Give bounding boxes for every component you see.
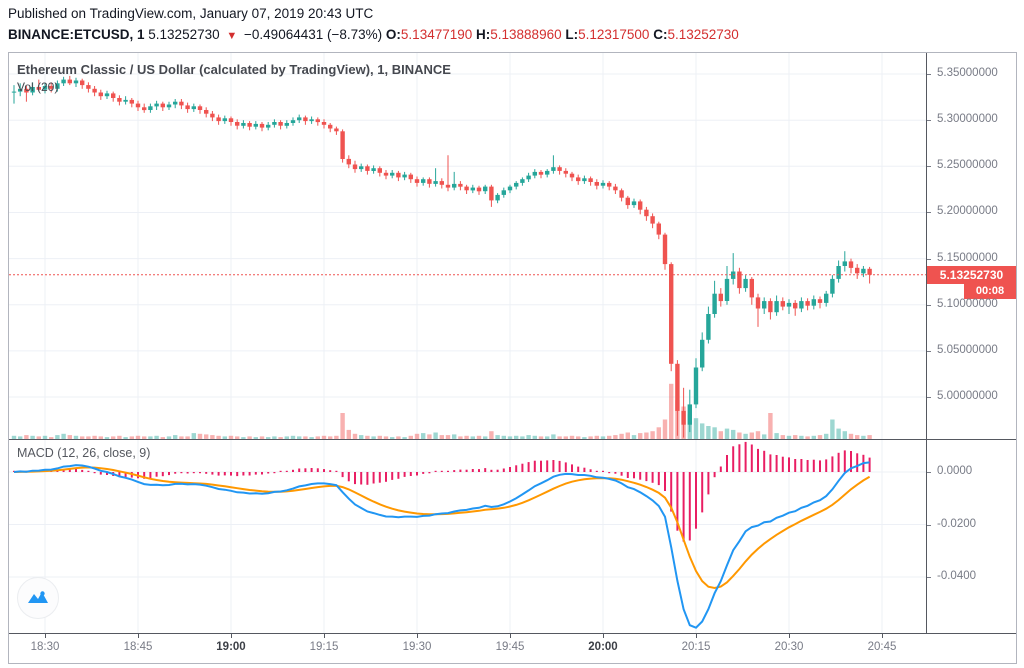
price-axis-tick: [927, 397, 931, 398]
price-axis-tick: [927, 259, 931, 260]
time-axis-divider: [9, 633, 1016, 634]
macd-pane: MACD (12, 26, close, 9): [9, 440, 926, 633]
macd-axis: 0.0000 -0.0200 -0.0400: [927, 440, 1016, 633]
price-change: −0.49064431 (−8.73%): [244, 27, 383, 42]
time-axis-tick: [882, 634, 883, 638]
mountain-chart-icon: [28, 591, 48, 603]
time-axis-label: 20:15: [681, 641, 711, 653]
price-axis: 5.13252730 00:08 5.35000000 5.30000000 5.2…: [927, 53, 1016, 439]
macd-axis-label: 0.0000: [937, 465, 973, 477]
time-axis-label: 19:15: [309, 641, 339, 653]
time-axis: 18:30 18:45 19:00 19:15 19:30 19:45 20:00 20:15…: [9, 634, 1016, 663]
price-axis-tick: [927, 166, 931, 167]
symbol-interval: BINANCE:ETCUSD, 1: [8, 27, 145, 42]
time-axis-tick: [789, 634, 790, 638]
time-axis-tick: [324, 634, 325, 638]
close-label: C:: [653, 27, 668, 42]
high-label: H:: [476, 27, 491, 42]
last-price-badge: 5.13252730: [927, 266, 1016, 284]
price-axis-label: 5.05000000: [937, 344, 998, 356]
time-axis-tick: [417, 634, 418, 638]
macd-axis-label: -0.0400: [937, 570, 977, 582]
price-axis-tick: [927, 351, 931, 352]
price-axis-label: 5.15000000: [937, 252, 998, 264]
time-axis-label: 20:45: [867, 641, 897, 653]
macd-axis-label: -0.0200: [937, 518, 977, 530]
macd-axis-tick: [927, 525, 931, 526]
price-pane: Ethereum Classic / US Dollar (calculated…: [9, 53, 926, 439]
macd-axis-tick: [927, 577, 931, 578]
price-axis-label: 5.10000000: [937, 298, 998, 310]
price-axis-tick: [927, 74, 931, 75]
chart-title: Ethereum Classic / US Dollar (calculated…: [17, 62, 451, 77]
macd-indicator-label: MACD (12, 26, close, 9): [17, 446, 151, 460]
pane-divider: [9, 439, 1016, 440]
axis-divider: [926, 53, 927, 633]
chart-frame: Ethereum Classic / US Dollar (calculated…: [8, 52, 1017, 664]
time-axis-tick: [138, 634, 139, 638]
open-value: 5.13477190: [400, 27, 473, 42]
low-value: 5.12317500: [578, 27, 650, 42]
time-axis-label: 18:30: [30, 641, 60, 653]
time-axis-label: 19:30: [402, 641, 432, 653]
ticker-line: BINANCE:ETCUSD, 1 5.13252730 ▼ −0.490644…: [8, 27, 739, 42]
countdown-badge: 00:08: [964, 284, 1016, 299]
price-axis-label: 5.35000000: [937, 67, 998, 79]
time-axis-tick: [510, 634, 511, 638]
time-axis-label: 19:45: [495, 641, 525, 653]
macd-axis-tick: [927, 472, 931, 473]
price-axis-label: 5.25000000: [937, 159, 998, 171]
low-label: L:: [565, 27, 579, 42]
last-price: 5.13252730: [148, 27, 220, 42]
price-axis-tick: [927, 120, 931, 121]
time-axis-label: 20:30: [774, 641, 804, 653]
price-axis-tick: [927, 212, 931, 213]
price-axis-label: 5.00000000: [937, 390, 998, 402]
price-axis-label: 5.30000000: [937, 113, 998, 125]
time-axis-label: 18:45: [123, 641, 153, 653]
price-axis-label: 5.20000000: [937, 205, 998, 217]
time-axis-tick: [696, 634, 697, 638]
time-axis-tick: [231, 634, 232, 638]
time-axis-label: 20:00: [588, 641, 618, 653]
time-axis-tick: [45, 634, 46, 638]
tradingview-logo[interactable]: [17, 577, 59, 619]
close-value: 5.13252730: [667, 27, 739, 42]
time-axis-tick: [603, 634, 604, 638]
time-axis-label: 19:00: [216, 641, 246, 653]
macd-chart: [9, 440, 926, 633]
open-label: O:: [385, 27, 401, 42]
candlestick-chart: [9, 53, 926, 439]
published-line: Published on TradingView.com, January 07…: [8, 6, 374, 21]
volume-indicator-label: Vol (20): [17, 80, 59, 94]
down-triangle-icon: ▼: [226, 30, 238, 42]
price-axis-tick: [927, 305, 931, 306]
high-value: 5.13888960: [490, 27, 562, 42]
